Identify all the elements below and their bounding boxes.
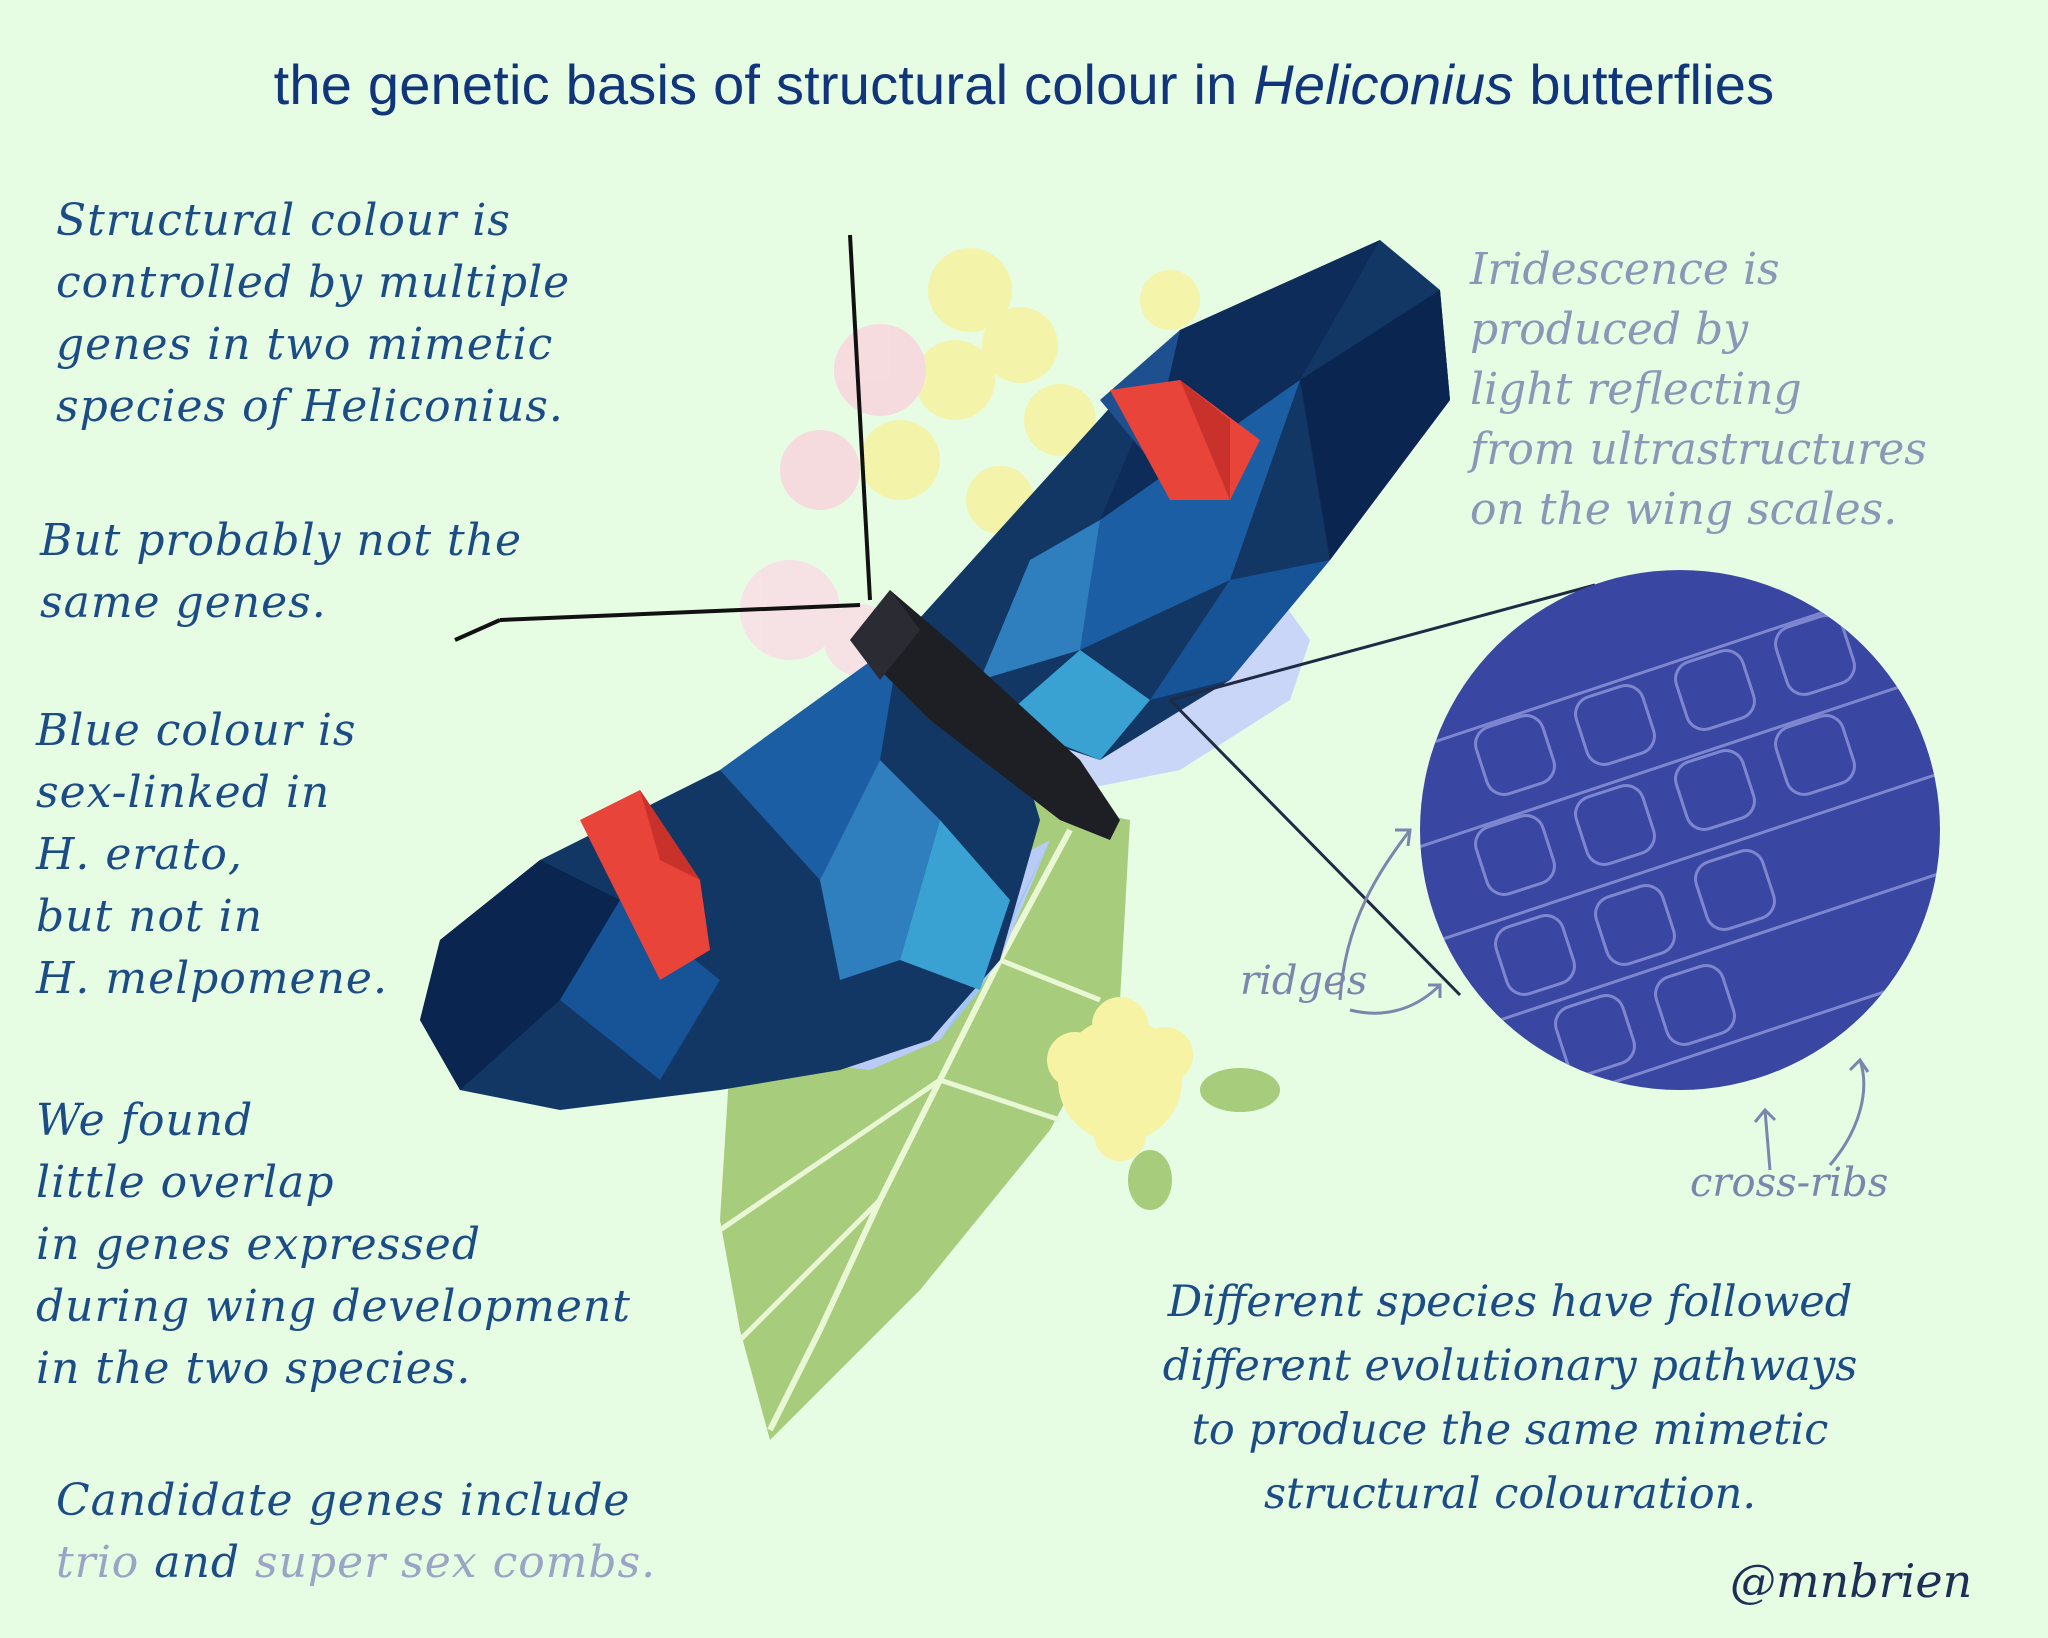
page-title: the genetic basis of structural colour i… [0, 52, 2048, 117]
title-part-2: butterflies [1513, 53, 1775, 116]
candidate-and: and [139, 1537, 255, 1588]
title-part-1: the genetic basis of structural colour i… [273, 53, 1254, 116]
note-sex-linked: Blue colour is sex-linked in H. erato, b… [36, 705, 388, 1004]
wing-scale-closeup [1420, 570, 1940, 1090]
label-ridges: ridges [1240, 958, 1368, 1004]
note-candidate-genes: Candidate genes include trio and super s… [56, 1470, 656, 1594]
upper-right-wing [900, 240, 1450, 760]
butterfly-body [454, 234, 1120, 840]
note-conclusion: Different species have followed differen… [1162, 1277, 1858, 1519]
note-not-same-genes: But probably not the same genes. [40, 515, 523, 628]
zoom-pointer-lines [1168, 583, 1596, 997]
yellow-flower [1047, 997, 1280, 1210]
candidate-genes-text: Candidate genes include [56, 1475, 631, 1526]
gene-super-sex-combs: super sex combs [255, 1537, 642, 1588]
gene-trio: trio [56, 1537, 140, 1588]
candidate-end: . [641, 1537, 657, 1588]
title-genus: Heliconius [1253, 53, 1514, 116]
label-cross-ribs: cross-ribs [1690, 1160, 1889, 1206]
note-multiple-genes: Structural colour is controlled by multi… [56, 195, 571, 432]
lower-left-wing [420, 640, 1040, 1110]
note-little-overlap: We found little overlap in genes express… [36, 1095, 631, 1394]
note-iridescence: Iridescence is produced by light reflect… [1470, 244, 1927, 535]
author-signature: @mnbrien [1730, 1554, 1973, 1608]
label-arrows [1338, 828, 1870, 1171]
